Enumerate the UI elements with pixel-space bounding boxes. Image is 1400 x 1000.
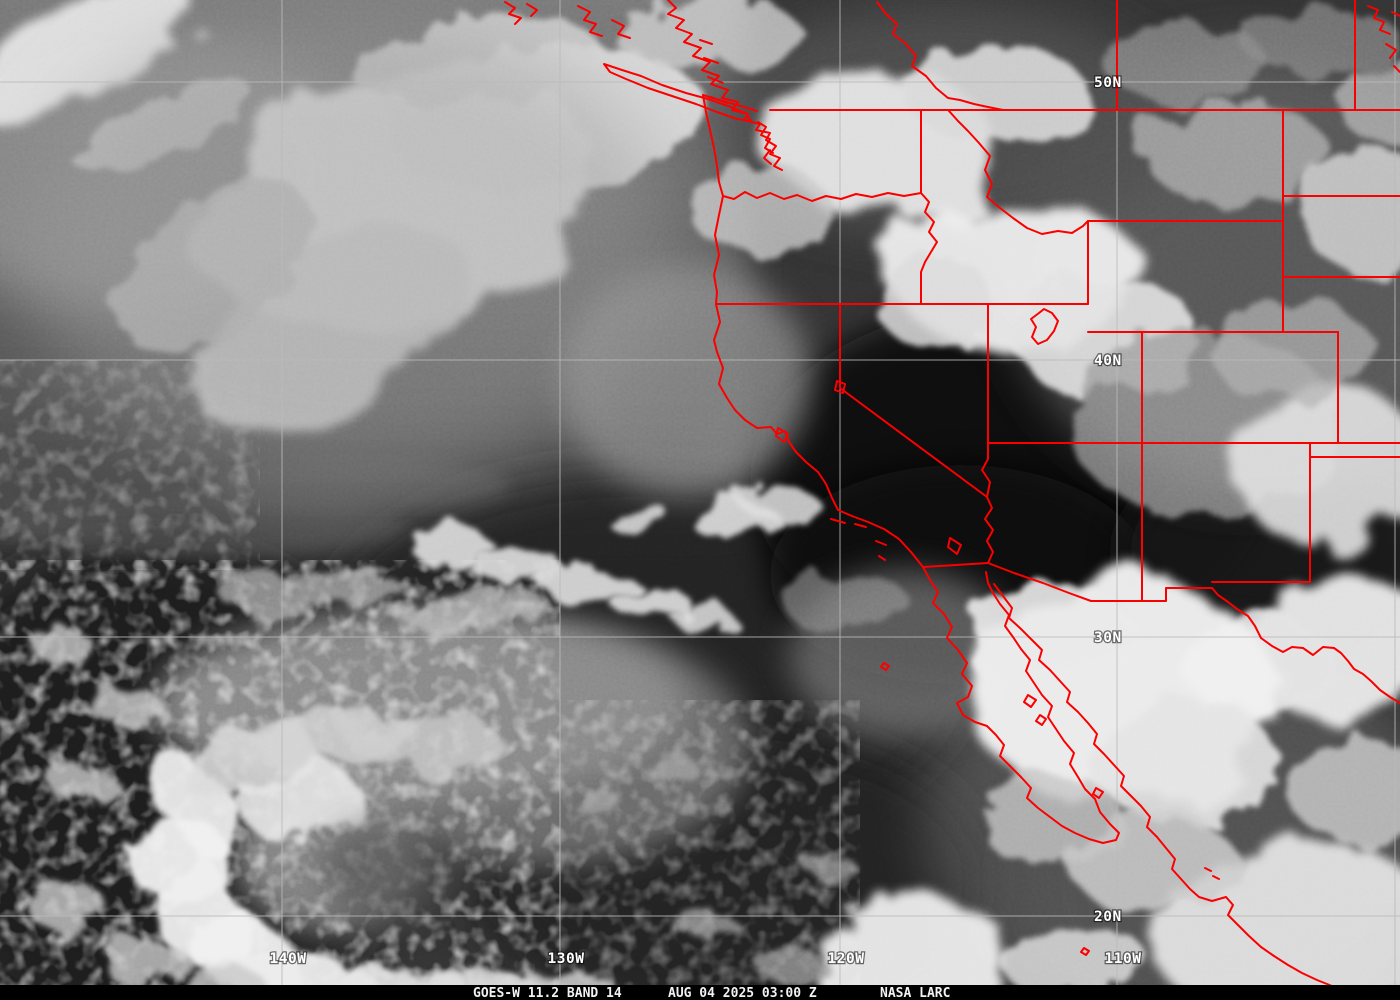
puget-sound-coastline: [757, 121, 774, 165]
latitude-label: 20N: [1094, 909, 1122, 925]
oregon-idaho-border: [920, 192, 938, 305]
bc-mainland-coastline: [667, 0, 783, 171]
longitude-label: 140W: [270, 951, 307, 967]
columbia-river-border: [722, 191, 922, 202]
vancouver-island-outline: [603, 63, 752, 122]
new-mexico-texas-border: [1211, 442, 1311, 583]
us-mexico-border-arizona-newmexico: [987, 562, 1213, 602]
lake-tahoe-outline: [834, 380, 846, 394]
bc-north-coast-islands: [504, 1, 631, 39]
bc-alberta-border: [876, 1, 1004, 111]
nevada-arizona-colorado-river: [981, 442, 991, 498]
channel-islands: [830, 518, 887, 561]
guadalupe-island: [880, 662, 890, 671]
us-mexico-border-west: [922, 562, 989, 568]
california-arizona-colorado-river: [984, 496, 994, 564]
san-francisco-bay-outline: [775, 427, 789, 443]
great-salt-lake-outline: [1030, 308, 1059, 345]
grid-label-layer: 140W 130W 120W 110W 50N 40N 30N 20N: [268, 74, 1142, 969]
caption-credit: NASA LARC: [880, 986, 951, 1000]
longitude-label: 110W: [1105, 951, 1142, 967]
latitude-label: 30N: [1094, 630, 1122, 646]
latitude-label: 50N: [1094, 75, 1122, 91]
baja-california-coastline: [922, 566, 1120, 844]
mainland-mexico-coastline: [993, 583, 1373, 1000]
idaho-montana-border: [948, 110, 1089, 235]
islas-marias: [1204, 867, 1220, 880]
california-nevada-border: [839, 303, 988, 498]
rio-grande-border: [1211, 587, 1400, 704]
manitoba-lakes-outline: [1367, 5, 1400, 73]
washington-coastline: [702, 94, 724, 197]
longitude-label: 130W: [548, 951, 585, 967]
gulf-islands-mexico: [1023, 694, 1104, 799]
socorro-island: [1080, 947, 1090, 956]
caption-instrument: GOES-W 11.2 BAND 14: [473, 986, 622, 1000]
juan-de-fuca-strait: [702, 94, 758, 112]
map-overlay-layer: [504, 0, 1400, 1000]
bc-inlets: [699, 39, 728, 104]
salton-sea-outline: [947, 537, 962, 555]
pacific-coastline-oregon-california: [713, 195, 924, 568]
latitude-label: 40N: [1094, 353, 1122, 369]
longitude-label: 120W: [828, 951, 865, 967]
caption-bar: GOES-W 11.2 BAND 14 AUG 04 2025 03:00 Z …: [0, 985, 1400, 1000]
caption-datetime: AUG 04 2025 03:00 Z: [668, 986, 817, 1000]
